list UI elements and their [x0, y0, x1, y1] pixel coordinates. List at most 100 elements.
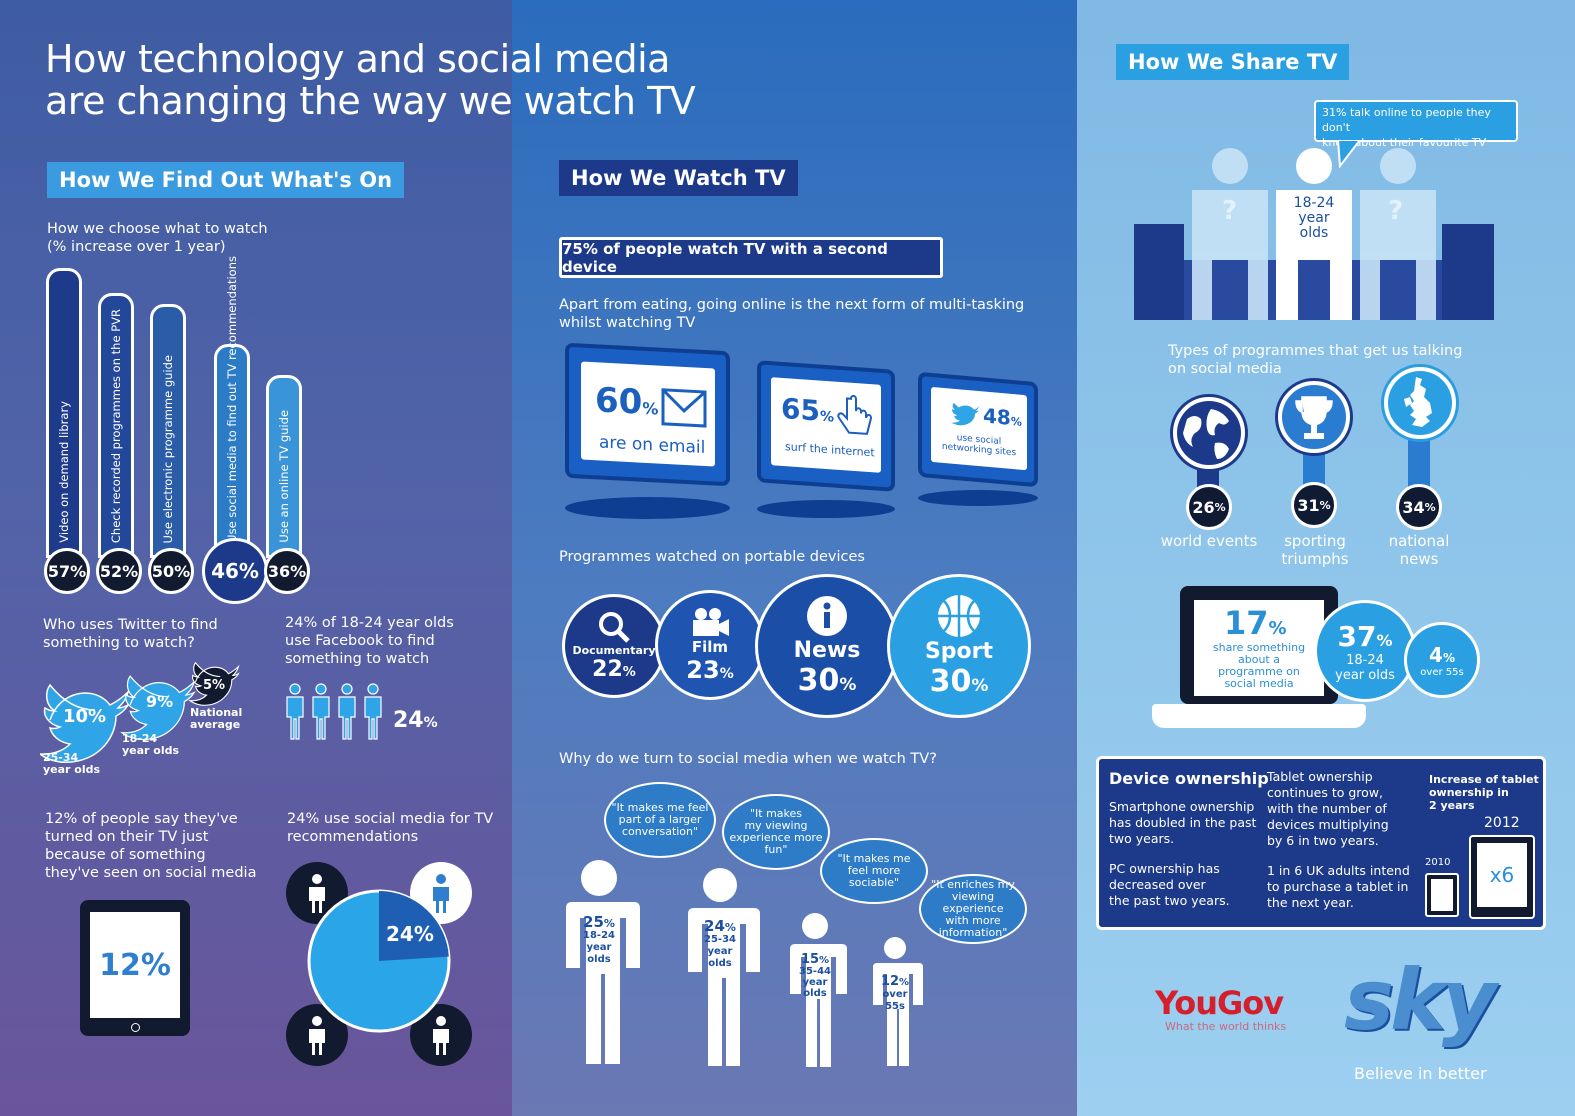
person-35-44-line-a: 35-44: [799, 966, 831, 977]
choose-bar: Use electronic programme guide: [150, 304, 186, 558]
person-25-34-pct: 24%: [697, 919, 743, 934]
device-smartphone-text: Smartphone ownership has doubled in the …: [1109, 799, 1256, 847]
facebook-text-line-1: 24% of 18-24 year olds: [285, 615, 454, 631]
yougov-logo: YouGov: [1155, 984, 1284, 1022]
person-silhouette-center: [1276, 148, 1352, 320]
laptop-label-line-4: social media: [1224, 677, 1294, 690]
tablet-home-button: [131, 1023, 140, 1032]
choose-bar-label-wrap: Check recorded programmes on the PVR: [101, 284, 131, 543]
twitter-national-label-line-1: National: [190, 706, 243, 719]
quote-3-line-3: sociable": [848, 876, 900, 889]
national-pct: 34%: [1396, 484, 1442, 530]
globe-icon: [1177, 401, 1241, 465]
documentary-circle: Documentary 22%: [562, 594, 666, 698]
quote-4-line-4: information": [938, 926, 1008, 939]
national-pct-value: 34: [1402, 497, 1425, 517]
person-18-24-line-c: olds: [587, 954, 611, 965]
info-icon: [807, 596, 847, 636]
news-pct: 30%: [798, 663, 857, 698]
share-37-pct: 37%: [1338, 620, 1393, 653]
person-figure-over-55: [871, 937, 923, 1066]
twitter-25-label-line-1: 25-34: [43, 751, 79, 764]
laptop-base: [1152, 704, 1366, 728]
quote-bubble-fun: "It makes my viewing experience more fun…: [722, 794, 830, 870]
documentary-pct-sign: %: [622, 665, 636, 680]
tablet-increase-line-1: Increase of tablet: [1429, 773, 1539, 786]
choose-bar-category: Video on demand library: [57, 401, 71, 543]
envelope-icon: [661, 388, 707, 428]
documentary-label: Documentary: [572, 644, 656, 657]
why-caption: Why do we turn to social media when we w…: [559, 751, 937, 767]
uk-map-icon: [1388, 371, 1452, 435]
tv-social-stand: [918, 490, 1038, 506]
quote-1-line-2: part of a larger: [618, 813, 702, 826]
twitter-25-pct: 10%: [63, 706, 107, 727]
question-mark-left: ?: [1222, 196, 1238, 226]
title-line-2: are changing the way we watch TV: [45, 79, 696, 123]
sport-pct: 30%: [930, 664, 989, 699]
laptop-label-line-2: about a: [1238, 653, 1280, 666]
quote-3-line-1: "It makes me: [837, 852, 911, 865]
sport-share-pct-value: 31: [1297, 495, 1320, 515]
choose-bar-value: 50%: [148, 548, 194, 594]
facebook-pct-value: 24: [393, 708, 424, 733]
sport-circle: Sport 30%: [887, 574, 1031, 718]
share-speech-line-1: 31% talk online to people they don't: [1322, 106, 1491, 134]
laptop-label-line-3: programme on: [1218, 665, 1300, 678]
social-pct: 48%: [983, 403, 1022, 430]
choose-bar: Use an online TV guide: [266, 375, 302, 558]
device-smartphone-line-1: Smartphone ownership: [1109, 799, 1255, 814]
pointer-hand-icon: [837, 394, 873, 435]
person-over-55-label: 12% over 55s: [876, 975, 914, 1013]
device-pc-line-2: decreased over: [1109, 877, 1206, 892]
share-heading: How We Share TV: [1116, 44, 1350, 80]
person-icon: [309, 1016, 325, 1055]
world-label: world events: [1160, 532, 1258, 550]
sport-label-line-2: triumphs: [1281, 550, 1349, 568]
facebook-pct: 24%: [393, 708, 438, 733]
share-37-circle: 37% 18-24 year olds: [1314, 600, 1416, 702]
twitter-birds-graphic: [40, 661, 240, 763]
chart-caption-line-2: (% increase over 1 year): [47, 239, 226, 255]
device-tablet-line-1: Tablet ownership: [1267, 769, 1373, 784]
tablet-increase-caption: Increase of tablet ownership in 2 years: [1429, 773, 1539, 812]
share-37-label-line-2: year olds: [1335, 667, 1395, 683]
share-37-label-line-1: 18-24: [1346, 652, 1384, 668]
laptop-label-line-1: share something: [1212, 641, 1306, 654]
laptop-icon: 17% share something about a programme on…: [1180, 586, 1338, 704]
person-18-24-label: 25% 18-24 year olds: [576, 915, 622, 966]
national-label-line-1: national: [1388, 532, 1450, 550]
twitter-bird-icon-medium: [120, 675, 196, 740]
tv-social: 48% use social networking sites: [918, 371, 1038, 488]
choose-bar-label-wrap: Video on demand library: [49, 259, 79, 543]
people-row-icon: [286, 683, 382, 740]
center-person-label: 18-24 year olds: [1284, 196, 1344, 241]
news-label: News: [793, 638, 861, 663]
quote-4-line-3: with more: [945, 914, 1001, 927]
documentary-pct-value: 22: [592, 657, 623, 682]
year-2010: 2010: [1425, 857, 1451, 868]
facebook-text: 24% of 18-24 year olds use Facebook to f…: [285, 614, 454, 668]
sport-label: sporting triumphs: [1266, 532, 1364, 568]
question-mark-right: ?: [1388, 196, 1404, 226]
choose-bar-label-wrap: Use social media to find out TV recommen…: [217, 256, 247, 543]
world-pct: 26%: [1186, 484, 1232, 530]
chart-caption: How we choose what to watch (% increase …: [47, 220, 268, 256]
page-title: How technology and social media are chan…: [45, 38, 696, 123]
facebook-text-line-3: something to watch: [285, 651, 430, 667]
film-pct-value: 23: [686, 656, 720, 684]
tablet-icon: 12%: [80, 900, 190, 1036]
portable-caption: Programmes watched on portable devices: [559, 549, 865, 565]
tv-email-screen: 60% are on email: [581, 361, 715, 467]
quote-2-line-1: "It makes: [749, 807, 803, 820]
share-speech-line-2: know about their favourite TV: [1322, 136, 1487, 149]
person-over-55-line-b: 55s: [885, 1001, 905, 1012]
social-label: use social networking sites: [931, 431, 1027, 459]
sofa-seat: [1184, 260, 1442, 320]
chart-caption-line-1: How we choose what to watch: [47, 221, 268, 237]
device-intend-line-3: the next year.: [1267, 895, 1354, 910]
choose-bar-category: Use electronic programme guide: [161, 354, 175, 543]
quote-4-line-2: viewing experience: [942, 890, 1004, 915]
multitask-text-line-1: Apart from eating, going online is the n…: [559, 297, 1025, 313]
laptop-pct: 17%: [1224, 604, 1287, 642]
